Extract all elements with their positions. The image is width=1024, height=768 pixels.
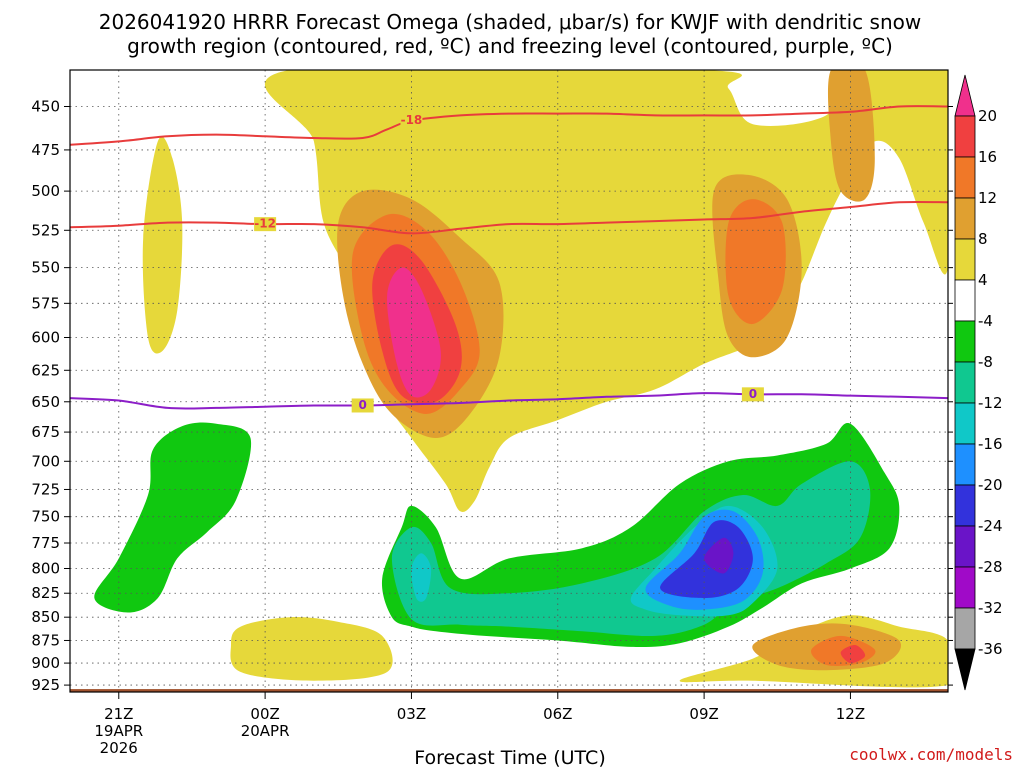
axes: 450 475 500 525 550 575 600 625 650 675 700 725 750 7… [31,69,953,757]
temperature-contour-0 [70,392,948,410]
y-tick-label-825: 825 [31,584,60,602]
colorbar-label-neg12: -12 [978,394,1003,412]
x-tick-label-21Z: 21Z [104,705,133,723]
contour-label-bg [254,217,277,232]
colorbar-label-neg36: -36 [978,640,1003,658]
y-tick-label-500: 500 [31,182,60,200]
x-tick-date-00Z: 20APR [241,722,290,740]
y-tick-label-600: 600 [31,329,60,347]
colorbar-swatch-12 [954,566,976,609]
colorbar-label-neg4: -4 [978,312,993,330]
y-tick-label-900: 900 [31,654,60,672]
colorbar-swatch-10 [954,484,976,527]
credit-link[interactable]: coolwx.com/models [849,745,1013,764]
colorbar-bottom-arrow [954,648,976,691]
colorbar: 20 16 12 8 4 -4 -8 -12 -16 -20 -24 -28 -32 -36 [954,74,1003,691]
y-tick-label-925: 925 [31,676,60,694]
x-tick-label-09Z: 09Z [689,705,718,723]
x-tick-label-00Z: 00Z [250,705,279,723]
chart-title-line1: 2026041920 HRRR Forecast Omega (shaded, … [99,10,921,34]
colorbar-swatch-11 [954,525,976,568]
colorbar-swatch-2 [954,156,976,199]
omega-region-21-20 [387,267,441,398]
y-tick-label-475: 475 [31,141,60,159]
contour-label-neg12-0: -12 [254,217,276,231]
plot-area: -18 -12 0 0 [70,70,948,692]
colorbar-top-arrow [954,74,976,117]
x-tick-year-21Z: 2026 [100,739,138,757]
colorbar-label-neg24: -24 [978,517,1003,535]
contour-label-bg [741,387,764,402]
chart-title-line2: growth region (contoured, red, ºC) and f… [127,34,893,58]
temperature-contour-neg12 [70,200,948,235]
omega-region-14-8 [828,70,875,202]
y-tick-label-625: 625 [31,361,60,379]
omega-region-11-neg24 [704,537,734,574]
colorbar-label-neg16: -16 [978,435,1003,453]
colorbar-label-neg20: -20 [978,476,1003,494]
colorbar-swatch-7 [954,361,976,404]
contour-label-neg18-0: -18 [401,113,423,127]
colorbar-label-neg8: -8 [978,353,993,371]
plot-frame [69,69,949,693]
temperature-contour-neg18 [70,105,948,146]
y-tick-label-525: 525 [31,221,60,239]
x-tick-label-12Z: 12Z [836,705,865,723]
omega-region-20-16 [840,644,866,664]
colorbar-label-4: 4 [978,271,988,289]
y-tick-label-775: 775 [31,534,60,552]
colorbar-swatch-9 [954,443,976,486]
omega-region-7-neg12 [411,553,432,602]
contour-label-bg [351,398,374,413]
omega-region-4-neg4 [94,422,252,613]
colorbar-swatch-4 [954,238,976,281]
omega-region-17-12 [725,199,786,325]
colorbar-label-20: 20 [978,107,997,125]
colorbar-swatch-13 [954,607,976,650]
colorbar-swatch-8 [954,402,976,445]
contour-label-0-0: 0 [358,398,366,412]
y-tick-label-650: 650 [31,393,60,411]
ground-strip [70,689,948,692]
colorbar-label-neg32: -32 [978,599,1003,617]
y-tick-label-700: 700 [31,452,60,470]
colorbar-swatch-6 [954,320,976,363]
omega-region-2-4 [230,617,393,681]
colorbar-swatch-5 [954,279,976,322]
y-tick-label-550: 550 [31,259,60,277]
contour-label-bg [400,113,423,128]
y-tick-label-725: 725 [31,480,60,498]
y-tick-label-675: 675 [31,423,60,441]
y-tick-label-850: 850 [31,608,60,626]
y-tick-label-875: 875 [31,631,60,649]
colorbar-label-12: 12 [978,189,997,207]
colorbar-swatch-1 [954,115,976,158]
y-tick-label-450: 450 [31,98,60,116]
y-tick-label-750: 750 [31,508,60,526]
x-tick-date-21Z: 19APR [94,722,143,740]
colorbar-swatch-3 [954,197,976,240]
x-tick-label-06Z: 06Z [543,705,572,723]
colorbar-label-8: 8 [978,230,988,248]
contour-label-0-1: 0 [749,387,757,401]
colorbar-label-neg28: -28 [978,558,1003,576]
x-tick-label-03Z: 03Z [397,705,426,723]
y-tick-label-800: 800 [31,560,60,578]
x-axis-label: Forecast Time (UTC) [414,747,605,768]
colorbar-label-16: 16 [978,148,997,166]
y-tick-label-575: 575 [31,294,60,312]
